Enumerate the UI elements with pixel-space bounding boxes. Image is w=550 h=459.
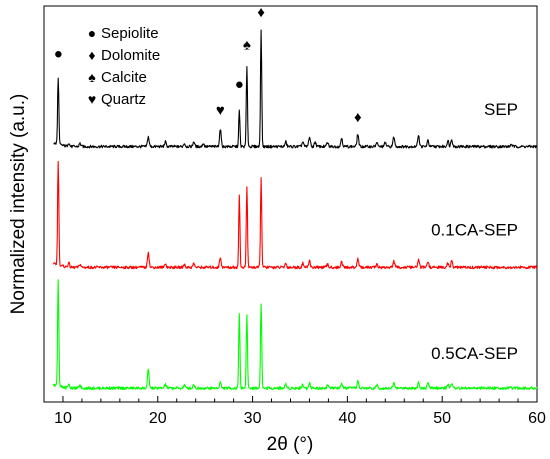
legend-label: Calcite (101, 69, 147, 86)
series-layer (52, 29, 538, 391)
x-tick-label: 30 (244, 410, 262, 427)
peak-marker: ● (54, 45, 63, 62)
y-axis-label: Normalized intensity (a.u.) (8, 94, 29, 315)
series-labels: SEP 0.1CA-SEP 0.5CA-SEP (431, 100, 518, 363)
legend-symbol: ♦ (88, 47, 95, 63)
x-axis-label: 2θ (°) (267, 434, 314, 455)
legend-label: Sepiolite (101, 25, 159, 42)
legend-symbol: ♠ (88, 69, 96, 85)
series-label-3: 0.5CA-SEP (431, 344, 518, 363)
x-tick-label: 20 (149, 410, 167, 427)
series-label-2: 0.1CA-SEP (431, 221, 518, 240)
series-line-2 (52, 160, 538, 270)
legend-symbol: ● (88, 25, 96, 41)
legend: ● Sepiolite ♦ Dolomite ♠ Calcite ♥ Quartz (88, 25, 160, 108)
peak-marker: ♦ (257, 4, 265, 21)
x-tick-label: 40 (338, 410, 356, 427)
plot-frame (43, 5, 538, 403)
x-tick-label: 60 (528, 410, 546, 427)
series-line-1 (53, 29, 538, 149)
legend-symbol: ♥ (88, 91, 96, 107)
series-label-1: SEP (484, 100, 518, 119)
legend-label: Quartz (101, 91, 146, 108)
peak-marker: ♠ (243, 37, 251, 54)
x-tick-label: 10 (54, 410, 72, 427)
x-tick-label: 50 (433, 410, 451, 427)
x-axis: 10 20 30 40 50 60 (54, 396, 546, 427)
peak-marker: ● (235, 76, 244, 93)
peak-annotations: ● ♥ ● ♠ ♦ ♦ (54, 4, 362, 126)
series-line-3 (52, 279, 538, 391)
legend-label: Dolomite (101, 47, 160, 64)
peak-marker: ♦ (354, 109, 362, 126)
peak-marker: ♥ (216, 102, 225, 119)
